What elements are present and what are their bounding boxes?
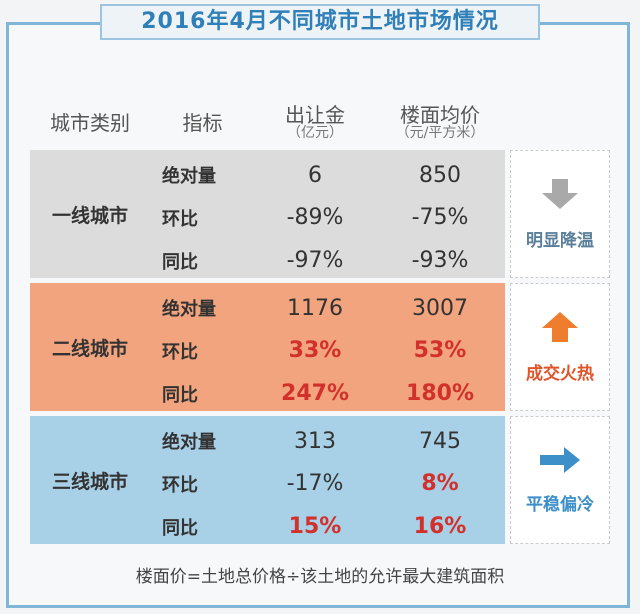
header-main: 楼面均价 xyxy=(400,103,480,128)
value: 1176 xyxy=(287,295,343,321)
metric: 同比 xyxy=(162,384,198,406)
header-sub: （元/平方米） xyxy=(395,125,485,142)
group-band xyxy=(30,416,505,544)
header-cell: 城市类别 xyxy=(50,111,130,135)
value: 33% xyxy=(288,338,342,364)
metric: 环比 xyxy=(162,341,198,363)
trend: 成交火热 xyxy=(510,283,610,411)
value: 53% xyxy=(413,338,467,364)
metric: 同比 xyxy=(162,517,198,539)
metric: 绝对量 xyxy=(162,432,216,454)
header-main: 出让金 xyxy=(285,103,345,128)
value: 745 xyxy=(419,428,461,454)
value: -89% xyxy=(286,205,344,231)
trend-icon xyxy=(540,310,580,349)
value: 3007 xyxy=(412,295,468,321)
group-name: 三线城市 xyxy=(51,470,128,493)
group-name: 二线城市 xyxy=(51,337,128,360)
trend-icon xyxy=(540,177,580,216)
value: 850 xyxy=(419,162,461,188)
metric: 环比 xyxy=(162,474,198,496)
trend-text: 成交火热 xyxy=(526,364,594,384)
metric: 绝对量 xyxy=(162,299,216,321)
value: 15% xyxy=(288,514,342,540)
title: 2016年4月不同城市土地市场情况 xyxy=(100,4,540,40)
value: 247% xyxy=(281,381,349,407)
header-cell: 指标 xyxy=(182,111,223,135)
value: -17% xyxy=(286,471,344,497)
group-band xyxy=(30,150,505,278)
metric: 同比 xyxy=(162,251,198,273)
trend-text: 平稳偏冷 xyxy=(526,495,594,515)
trend-text: 明显降温 xyxy=(526,231,594,251)
metric: 环比 xyxy=(162,208,198,230)
value: -97% xyxy=(286,248,344,274)
header-cell: 楼面均价 （元/平方米） xyxy=(375,98,505,148)
trend: 明显降温 xyxy=(510,150,610,278)
trend-icon xyxy=(538,445,582,480)
header-sub: （亿元） xyxy=(287,125,343,142)
value: -75% xyxy=(411,205,469,231)
group-band xyxy=(30,283,505,411)
value: 6 xyxy=(308,162,322,188)
value: 313 xyxy=(294,428,336,454)
group-name: 一线城市 xyxy=(51,204,128,227)
value: 180% xyxy=(406,381,474,407)
metric: 绝对量 xyxy=(162,166,216,188)
trend: 平稳偏冷 xyxy=(510,416,610,544)
value: 16% xyxy=(413,514,467,540)
value: -93% xyxy=(411,248,469,274)
header-cell: 出让金 （亿元） xyxy=(255,98,375,148)
value: 8% xyxy=(421,471,459,497)
footnote: 楼面价=土地总价格÷该土地的允许最大建筑面积 xyxy=(135,567,505,587)
